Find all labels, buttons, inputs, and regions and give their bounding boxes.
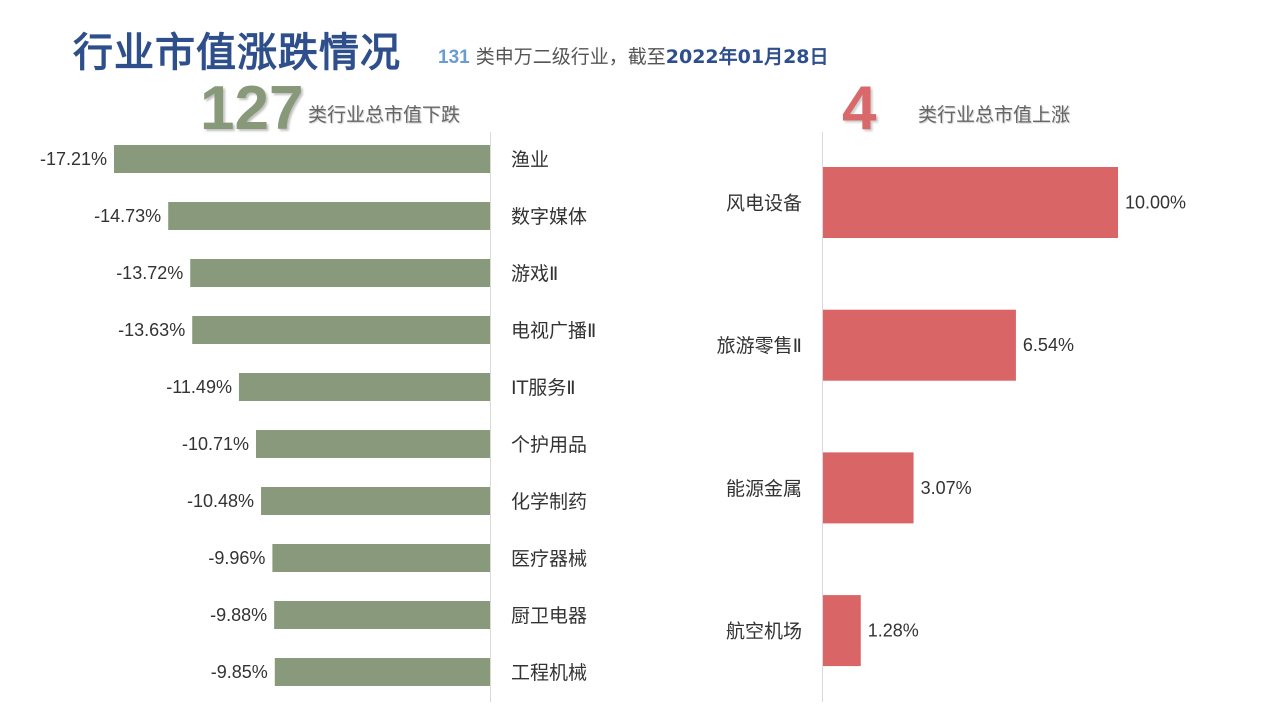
- decline-value-label: -11.49%: [166, 377, 232, 397]
- decline-value-label: -9.88%: [210, 605, 267, 625]
- decline-value-label: -10.48%: [187, 491, 254, 511]
- decline-bar: [261, 487, 490, 515]
- subtitle-text: 类申万二级行业，截至: [469, 46, 666, 68]
- decline-value-label: -17.21%: [40, 149, 107, 169]
- up-count: 4: [842, 74, 877, 143]
- rise-bar: [823, 452, 914, 524]
- subtitle-date: 2022年01月28日: [665, 46, 829, 68]
- page-title: 行业市值涨跌情况: [73, 30, 401, 76]
- decline-category-label: 医疗器械: [511, 548, 587, 570]
- decline-bar: [114, 145, 490, 173]
- rise-bar-chart: 10.00% 风电设备 6.54% 旅游零售Ⅱ 3.07% 能源金属 1.28% 航空机场: [717, 132, 1186, 702]
- decline-bar: [190, 259, 490, 287]
- decline-bar: [256, 430, 490, 458]
- decline-value-label: -13.63%: [118, 320, 185, 340]
- decline-category-label: 渔业: [511, 149, 549, 171]
- rise-value-label: 10.00%: [1125, 193, 1186, 213]
- decline-category-label: 厨卫电器: [511, 605, 587, 627]
- decline-category-label: 电视广播Ⅱ: [511, 320, 596, 342]
- decline-bar-chart: -17.21% 渔业 -14.73% 数字媒体 -13.72% 游戏Ⅱ -13.63% 电视广…: [40, 132, 596, 702]
- rise-bar: [823, 595, 861, 667]
- decline-category-label: 个护用品: [511, 434, 587, 456]
- decline-value-label: -13.72%: [116, 263, 183, 283]
- subtitle-count: 131: [438, 47, 470, 68]
- decline-category-label: 化学制药: [511, 491, 587, 513]
- rise-bar: [823, 309, 1016, 381]
- decline-value-label: -9.96%: [208, 548, 265, 568]
- rise-bar: [823, 167, 1118, 238]
- decline-category-label: 游戏Ⅱ: [511, 263, 558, 285]
- decline-bar: [168, 202, 491, 230]
- rise-category-label: 航空机场: [726, 621, 802, 643]
- rise-category-label: 旅游零售Ⅱ: [717, 335, 802, 357]
- decline-category-label: IT服务Ⅱ: [511, 377, 576, 399]
- decline-category-label: 数字媒体: [511, 206, 587, 228]
- decline-bar: [274, 601, 490, 629]
- down-label: 类行业总市值下跌: [308, 104, 461, 126]
- rise-value-label: 1.28%: [868, 621, 919, 641]
- rise-value-label: 6.54%: [1023, 335, 1074, 355]
- decline-value-label: -14.73%: [94, 206, 161, 226]
- rise-value-label: 3.07%: [921, 478, 972, 498]
- decline-value-label: -9.85%: [211, 662, 268, 682]
- up-label: 类行业总市值上涨: [918, 104, 1071, 126]
- rise-category-label: 风电设备: [726, 193, 802, 215]
- decline-bar: [274, 658, 490, 686]
- rise-category-label: 能源金属: [726, 478, 802, 500]
- decline-category-label: 工程机械: [511, 662, 587, 684]
- decline-value-label: -10.71%: [182, 434, 249, 454]
- down-count: 127: [200, 74, 304, 143]
- decline-bar: [192, 316, 490, 344]
- decline-bar: [272, 544, 490, 572]
- decline-bar: [238, 373, 490, 401]
- subtitle: 131 类申万二级行业，截至2022年01月28日: [438, 42, 829, 69]
